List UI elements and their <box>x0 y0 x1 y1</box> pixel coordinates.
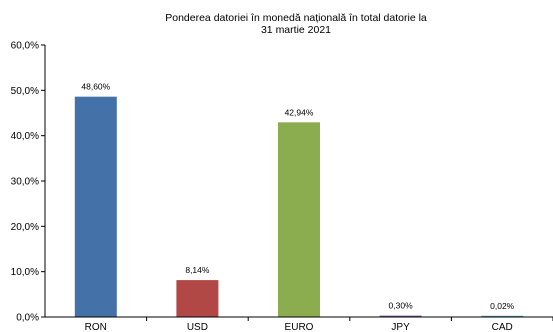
bar-euro <box>278 122 320 317</box>
bar-jpy <box>379 315 422 317</box>
x-tick-label: EURO <box>285 322 314 332</box>
bar-cad <box>481 315 524 317</box>
chart-title-line-1: Ponderea datoriei în monedă națională în… <box>165 12 427 24</box>
data-label: 0,02% <box>490 301 515 311</box>
bar-usd <box>176 280 219 317</box>
y-tick-label: 20,0% <box>11 222 39 233</box>
x-tick-label: RON <box>85 322 107 332</box>
x-tick-label: CAD <box>492 322 513 332</box>
x-tick-label: JPY <box>391 322 410 332</box>
chart-title-line-2: 31 martie 2021 <box>261 24 331 36</box>
y-tick-label: 10,0% <box>11 267 39 278</box>
data-label: 48,60% <box>81 82 110 92</box>
y-tick-label: 40,0% <box>11 131 39 142</box>
y-tick-label: 60,0% <box>11 41 39 52</box>
bar-ron <box>74 96 117 318</box>
data-label: 0,30% <box>389 301 414 311</box>
x-tick-label: USD <box>187 322 208 332</box>
data-label: 42,94% <box>285 107 314 117</box>
x-axis: RON USD EURO JPY CAD <box>45 316 553 332</box>
y-axis: 0,0% 10,0% 20,0% 30,0% 40,0% 50,0% 60,0% <box>11 41 46 324</box>
data-label: 8,14% <box>185 265 210 275</box>
y-tick-label: 0,0% <box>16 313 39 324</box>
y-tick-label: 50,0% <box>11 86 39 97</box>
bars: 48,60% 8,14% 42,94% 0,30% 0,02% <box>74 82 524 318</box>
y-tick-label: 30,0% <box>11 177 39 188</box>
